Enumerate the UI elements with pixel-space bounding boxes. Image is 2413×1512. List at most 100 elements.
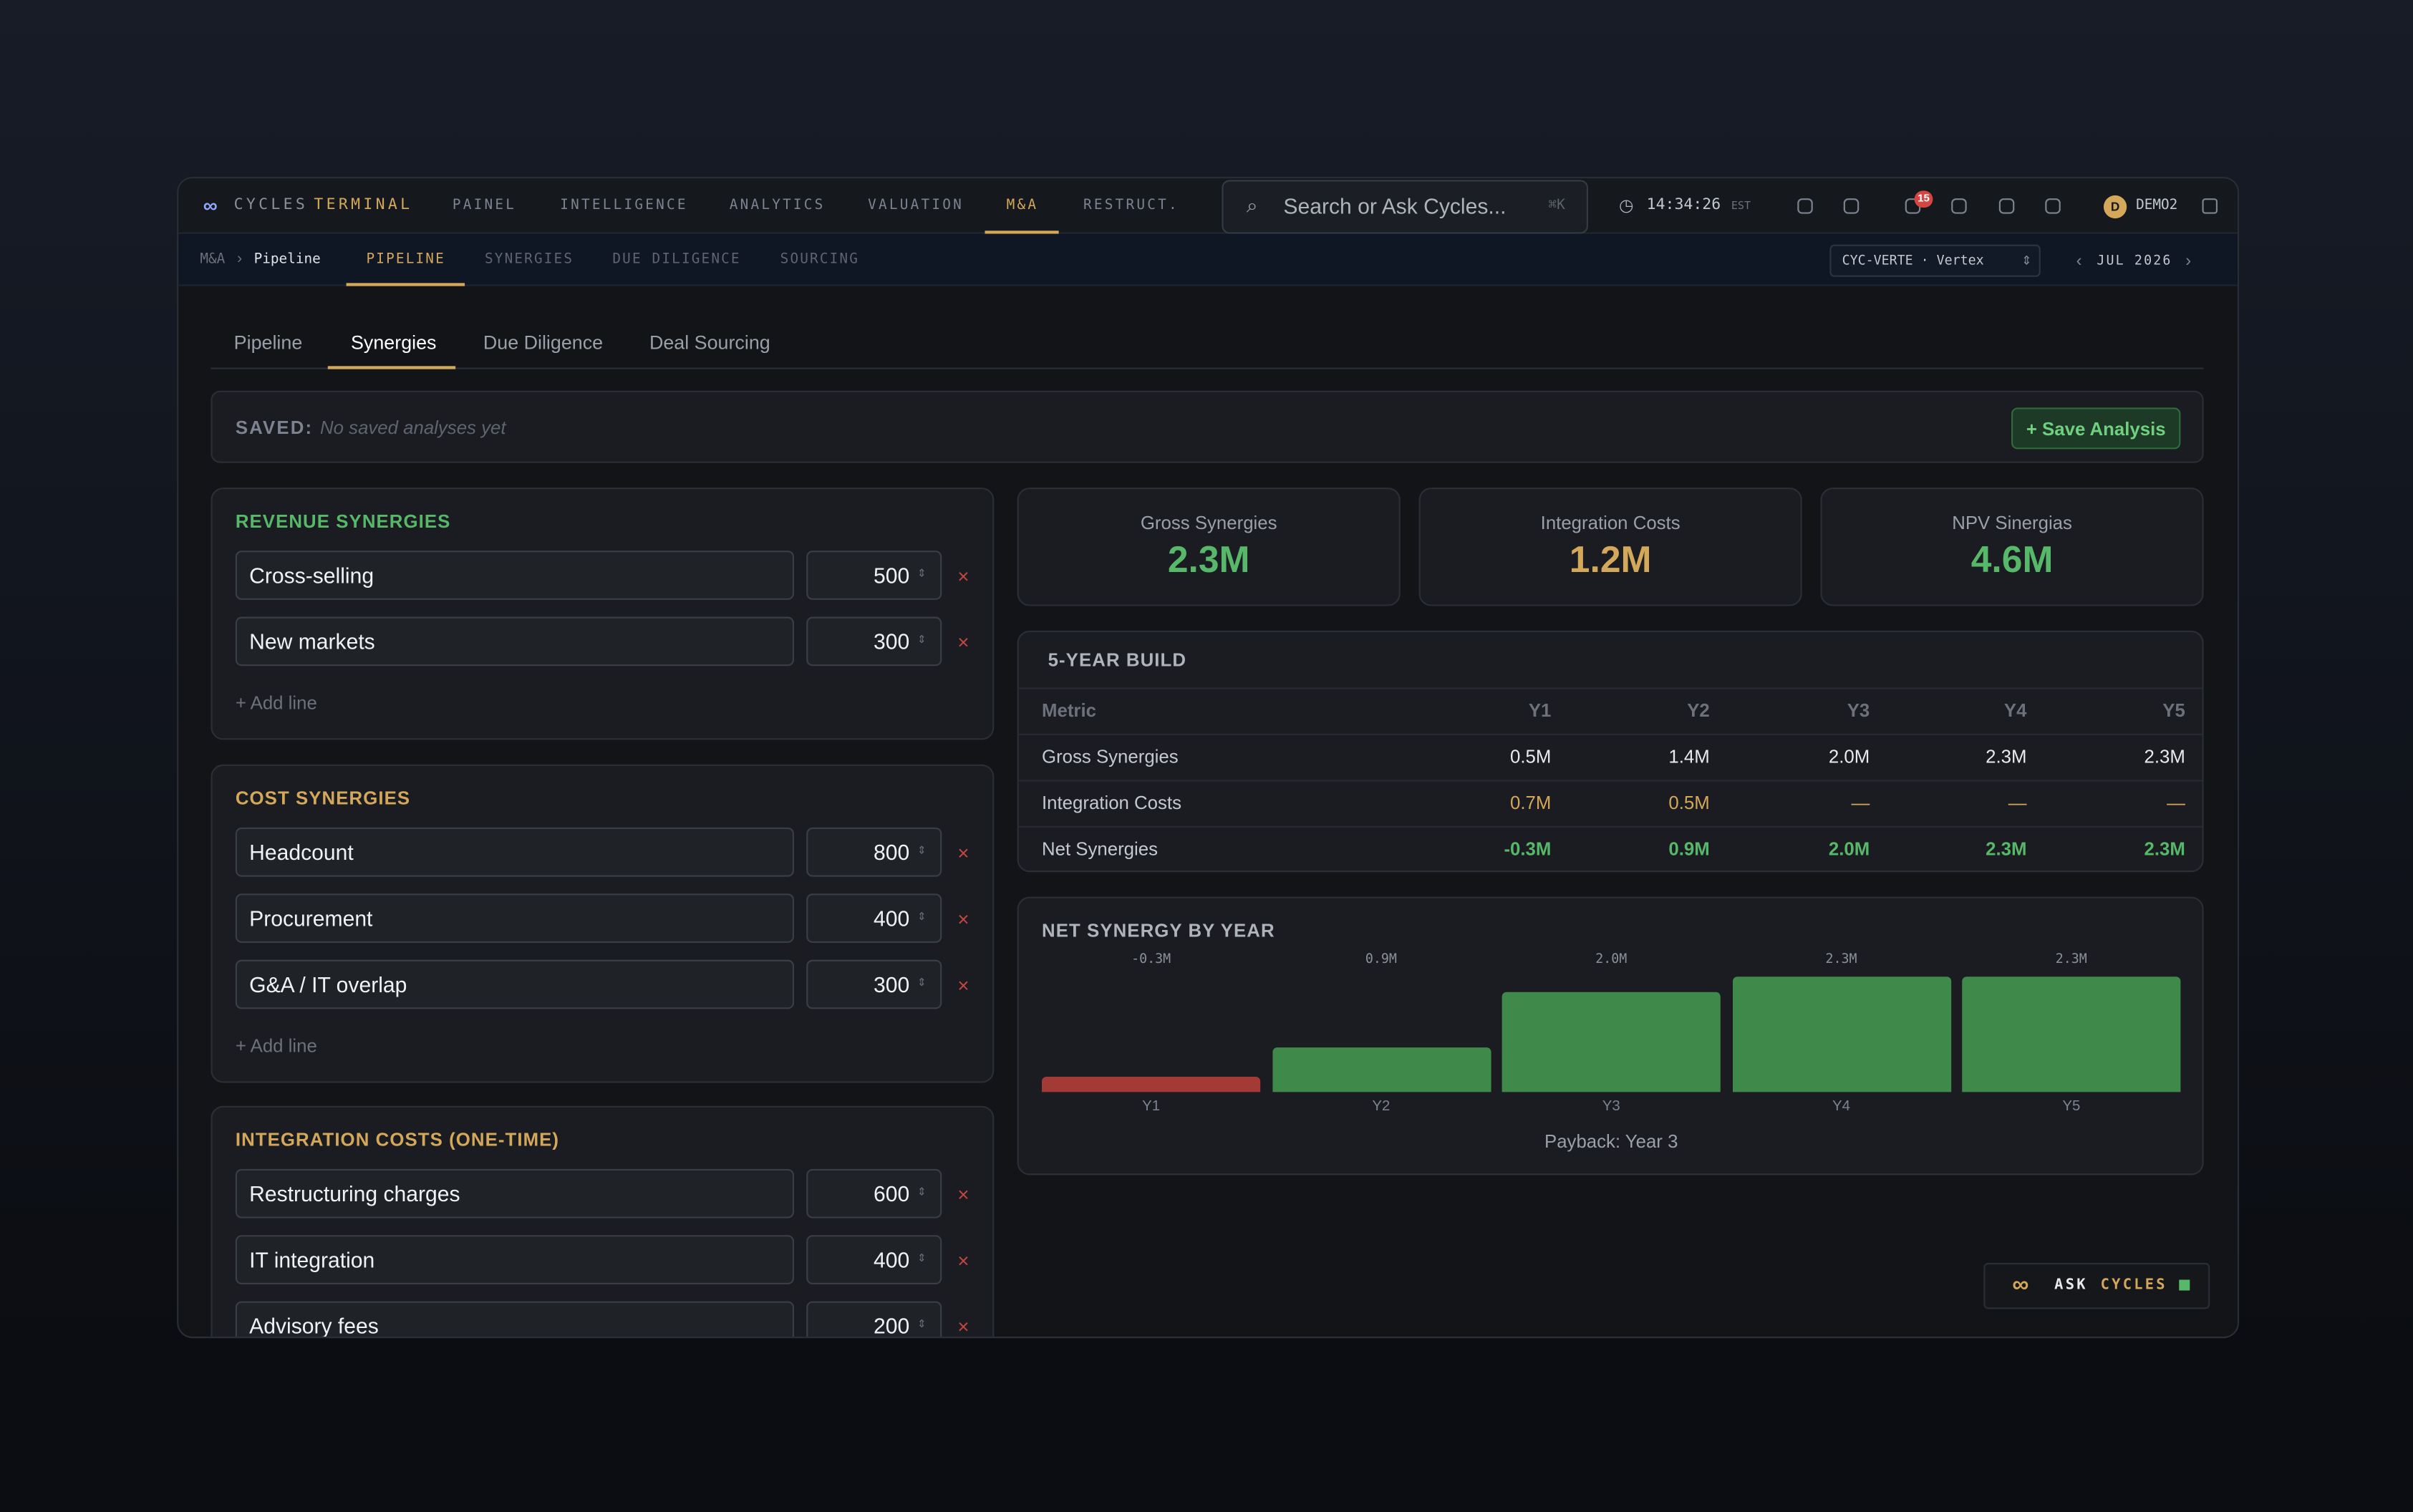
line-amount-input[interactable] [806,893,942,944]
chart-title: NET SYNERGY BY YEAR [1042,919,1275,941]
toolbar-icon[interactable] [2045,198,2061,214]
tab[interactable]: Deal Sourcing [649,332,770,354]
bar-value-label: 2.3M [1825,951,1857,968]
notification-count: 15 [1918,193,1930,204]
app-window: ∞ CYCLES TERMINAL PAINEL INTELLIGENCE ANALYTI… [177,177,2240,1339]
ask-button[interactable] [1983,1262,2210,1309]
table-cell: 2.0M [1828,746,1870,768]
top-bar [178,178,2238,234]
bar [1502,992,1721,1092]
nav-item[interactable]: ANALYTICS [729,198,826,214]
logout-icon[interactable] [2202,198,2218,214]
line-name-input[interactable] [235,551,794,600]
kpi-card [1820,488,2204,606]
kpi-value: 4.6M [1970,540,2054,582]
line-name-input[interactable] [235,616,794,667]
line-amount: 300 [873,629,910,654]
line-name-input[interactable] [235,959,794,1009]
nav-item[interactable]: RESTRUCT. [1083,198,1179,214]
line-amount-input[interactable] [806,1301,942,1337]
add-line[interactable]: + Add line [235,692,317,714]
line-name: New markets [249,629,375,654]
sub-tab[interactable]: SOURCING [780,252,860,268]
remove-line[interactable]: × [957,564,969,588]
nav-item[interactable]: INTELLIGENCE [560,198,688,214]
table-cell: Gross Synergies [1042,746,1179,768]
amount-spinner: ⇕ [917,978,927,989]
breadcrumb-root[interactable]: M&A [200,252,226,268]
kpi-label: Integration Costs [1540,512,1681,534]
bar-value-label: -0.3M [1131,951,1171,968]
ask-accent: CYCLES [2100,1276,2167,1294]
line-name-input[interactable] [235,827,794,877]
entity-name: CYC-VERTE · Vertex [1842,253,1984,268]
search-box[interactable] [1222,180,1588,234]
line-amount-input[interactable] [806,1235,942,1284]
line-name-input[interactable] [235,1235,794,1284]
saved-empty: No saved analyses yet [320,417,506,439]
line-amount-input[interactable] [806,551,942,600]
bar [1042,1077,1261,1092]
bar [1731,976,1951,1092]
period-prev[interactable]: ‹ [2076,251,2082,271]
table-cell: 2.3M [2144,838,2185,861]
line-name-input[interactable] [235,1168,794,1218]
remove-line[interactable]: × [957,1249,969,1272]
remove-line[interactable]: × [957,974,969,997]
line-amount-input[interactable] [806,616,942,667]
entity-select[interactable] [1829,244,2041,277]
line-name-input[interactable] [235,893,794,944]
notification-badge [1914,190,1933,208]
toolbar-icon[interactable] [1998,198,2015,214]
sub-tab[interactable]: DUE DILIGENCE [612,252,741,268]
toolbar-icon[interactable] [1843,198,1860,214]
nav-item[interactable]: VALUATION [868,198,964,214]
amount-spinner: ⇕ [917,1187,927,1198]
table-rule [1018,825,2202,828]
remove-line[interactable]: × [957,630,969,654]
table-title: 5-YEAR BUILD [1048,649,1187,671]
table-rule [1018,687,2202,689]
toolbar-icon[interactable] [1951,198,1967,214]
line-name: Headcount [249,840,354,865]
line-name: Cross-selling [249,563,374,588]
ask-status [2179,1279,2190,1291]
toolbar-icon[interactable] [1797,198,1813,214]
remove-line[interactable]: × [957,841,969,865]
user-name: DEMO2 [2136,198,2178,214]
period-next[interactable]: › [2185,251,2192,271]
tab[interactable]: Due Diligence [483,332,604,354]
tab[interactable]: Pipeline [233,332,303,354]
sub-tab[interactable]: PIPELINE [366,252,445,268]
line-amount-input[interactable] [806,1168,942,1218]
add-line[interactable]: + Add line [235,1034,317,1057]
save-button[interactable] [2011,407,2181,450]
nav-item[interactable]: M&A [1006,198,1039,214]
save-button-label[interactable]: + Save Analysis [2026,417,2166,440]
remove-line[interactable]: × [957,1314,969,1339]
remove-line[interactable]: × [957,907,969,931]
kpi-card [1418,488,1802,606]
line-name: IT integration [249,1247,375,1272]
nav-item[interactable]: PAINEL [452,198,517,214]
ask-icon: ∞ [2012,1271,2029,1299]
kpi-label: NPV Sinergias [1952,512,2072,534]
ask-label: ASK [2054,1276,2088,1294]
sub-tab-underline [346,283,465,286]
line-amount-input[interactable] [806,827,942,877]
remove-line[interactable]: × [957,1183,969,1206]
brand-accent: TERMINAL [314,197,413,214]
x-tick-label: Y2 [1372,1098,1391,1115]
tab[interactable]: Synergies [351,332,437,354]
sub-tab[interactable]: SYNERGIES [484,252,574,268]
table-header: Y3 [1847,699,1870,722]
table-cell: 2.3M [1986,746,2027,768]
section-title: REVENUE SYNERGIES [235,510,451,533]
line-amount-input[interactable] [806,959,942,1009]
line-name-input[interactable] [235,1301,794,1337]
table-cell: — [2167,792,2185,814]
amount-spinner: ⇕ [917,1319,927,1331]
table-cell: 1.4M [1668,746,1710,768]
table-header: Y2 [1687,699,1710,722]
